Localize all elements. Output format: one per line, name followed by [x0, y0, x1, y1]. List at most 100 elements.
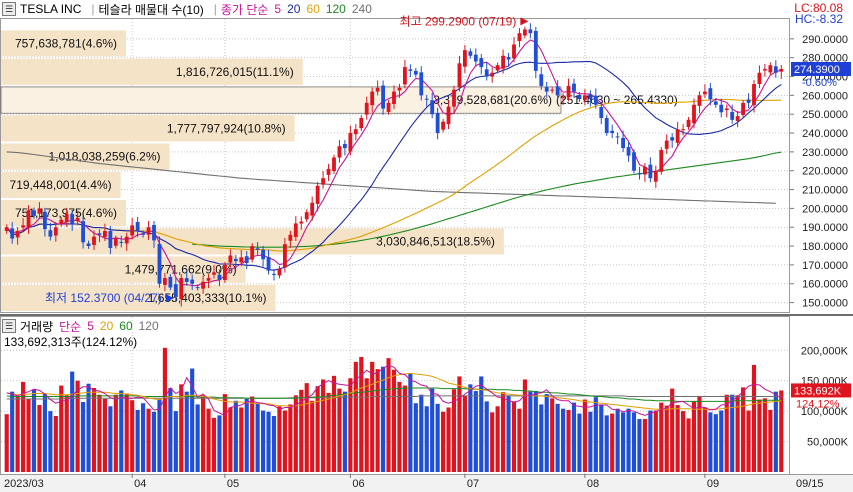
candlesticks[interactable]: [4, 23, 784, 307]
volume-bar: [430, 388, 435, 472]
price-tick-label: 220.0000: [802, 166, 848, 178]
menu-toggle-icon[interactable]: ☰: [2, 2, 16, 16]
candle-body: [92, 236, 96, 245]
volume-bar: [610, 413, 615, 472]
volume-bar: [168, 388, 173, 472]
volume-bar: [653, 410, 658, 472]
volume-bar: [604, 415, 609, 472]
price-tick-label: 160.0000: [802, 279, 848, 291]
ma-period-240[interactable]: 240: [351, 2, 372, 16]
volume-bar: [550, 398, 555, 472]
volume-profile-band: [0, 86, 562, 114]
price-tick-label: 230.0000: [802, 147, 848, 159]
volume-bar: [250, 396, 255, 472]
candle-body: [4, 227, 9, 231]
volume-bar: [162, 347, 167, 472]
candle-body: [244, 256, 249, 264]
volume-bar: [119, 390, 124, 472]
volume-bar: [370, 361, 375, 472]
candle-body: [539, 74, 544, 86]
volume-bar: [64, 395, 69, 472]
candle-body: [463, 50, 467, 67]
volume-profile-band: [1, 58, 303, 85]
volume-bar: [321, 379, 326, 472]
x-tick-label: 07: [467, 478, 479, 490]
candle-body: [173, 284, 178, 297]
volume-bar: [348, 378, 353, 472]
volume-ma-period-120[interactable]: 120: [138, 319, 159, 333]
volume-bar: [419, 394, 424, 472]
volume-bar: [206, 408, 211, 472]
candle-body: [261, 249, 265, 260]
candle-body: [152, 224, 156, 241]
volume-bar: [561, 408, 566, 472]
candle-body: [64, 214, 69, 222]
x-tick-label: 06: [352, 478, 364, 490]
volume-profile-label: 3,379,528,681(20.6%): [433, 93, 552, 107]
candle-body: [168, 276, 173, 288]
price-tick-label: 280.0000: [802, 53, 848, 65]
volume-profile-band: [1, 143, 170, 170]
volume-bar: [10, 391, 15, 472]
candle-body: [413, 70, 418, 75]
volume-bar: [146, 408, 151, 472]
candle-body: [370, 91, 375, 106]
candle-body: [599, 107, 604, 118]
ma-period-120[interactable]: 120: [325, 2, 346, 16]
volume-bar: [130, 400, 135, 472]
volume-bar: [533, 391, 538, 472]
volume-bar: [615, 408, 620, 472]
volume-bar: [102, 398, 107, 472]
volume-profile-label: 1,018,038,259(6.2%): [48, 150, 160, 164]
candle-body: [643, 166, 647, 175]
candle-body: [277, 268, 282, 276]
volume-bar: [271, 416, 277, 472]
volume-bar: [113, 394, 118, 472]
volume-profile-label: 1,816,726,015(11.1%): [176, 65, 294, 79]
candle-body: [32, 210, 36, 216]
candle-body: [484, 69, 489, 77]
volume-bar: [719, 410, 724, 472]
volume-bars[interactable]: [4, 347, 784, 472]
volume-menu-icon[interactable]: ☰: [2, 319, 16, 333]
volume-bar: [735, 395, 740, 472]
ma-period-5[interactable]: 5: [274, 2, 282, 16]
candle-body: [724, 108, 729, 111]
volume-bar: [157, 398, 162, 472]
volume-bar: [217, 415, 222, 472]
candle-body: [441, 121, 445, 130]
volume-bar: [473, 391, 478, 472]
volume-bar: [179, 384, 184, 472]
volume-bar: [222, 394, 227, 472]
candle-body: [473, 54, 478, 62]
candle-body: [119, 241, 124, 243]
x-tick-label: 04: [134, 478, 146, 490]
volume-ma-period-5[interactable]: 5: [87, 319, 94, 333]
ma-period-60[interactable]: 60: [306, 2, 320, 16]
volume-ma-period-20[interactable]: 20: [99, 319, 114, 333]
volume-bar: [288, 404, 293, 472]
candle-body: [572, 83, 576, 92]
candle-body: [468, 51, 473, 56]
price-tick-label: 150.0000: [802, 298, 848, 310]
volume-profile-band: [1, 199, 127, 227]
volume-bar: [81, 402, 86, 472]
candle-body: [163, 278, 167, 285]
volume-bar: [642, 419, 647, 472]
volume-bar: [310, 400, 315, 472]
candle-body: [479, 58, 484, 68]
price-badge-change: -0.60%: [802, 77, 837, 89]
volume-profile-band: [1, 256, 246, 283]
candle-body: [250, 246, 255, 260]
volume-bar: [190, 368, 195, 472]
volume-bar: [528, 391, 533, 472]
candle-body: [610, 130, 615, 134]
price-tick-label: 180.0000: [802, 241, 848, 253]
candle-body: [637, 172, 642, 175]
volume-tick-label: 50,000K: [807, 437, 849, 449]
candle-body: [719, 104, 724, 113]
volume-bar: [48, 411, 53, 472]
volume-ma-period-60[interactable]: 60: [119, 319, 133, 333]
ma-period-20[interactable]: 20: [287, 2, 301, 16]
